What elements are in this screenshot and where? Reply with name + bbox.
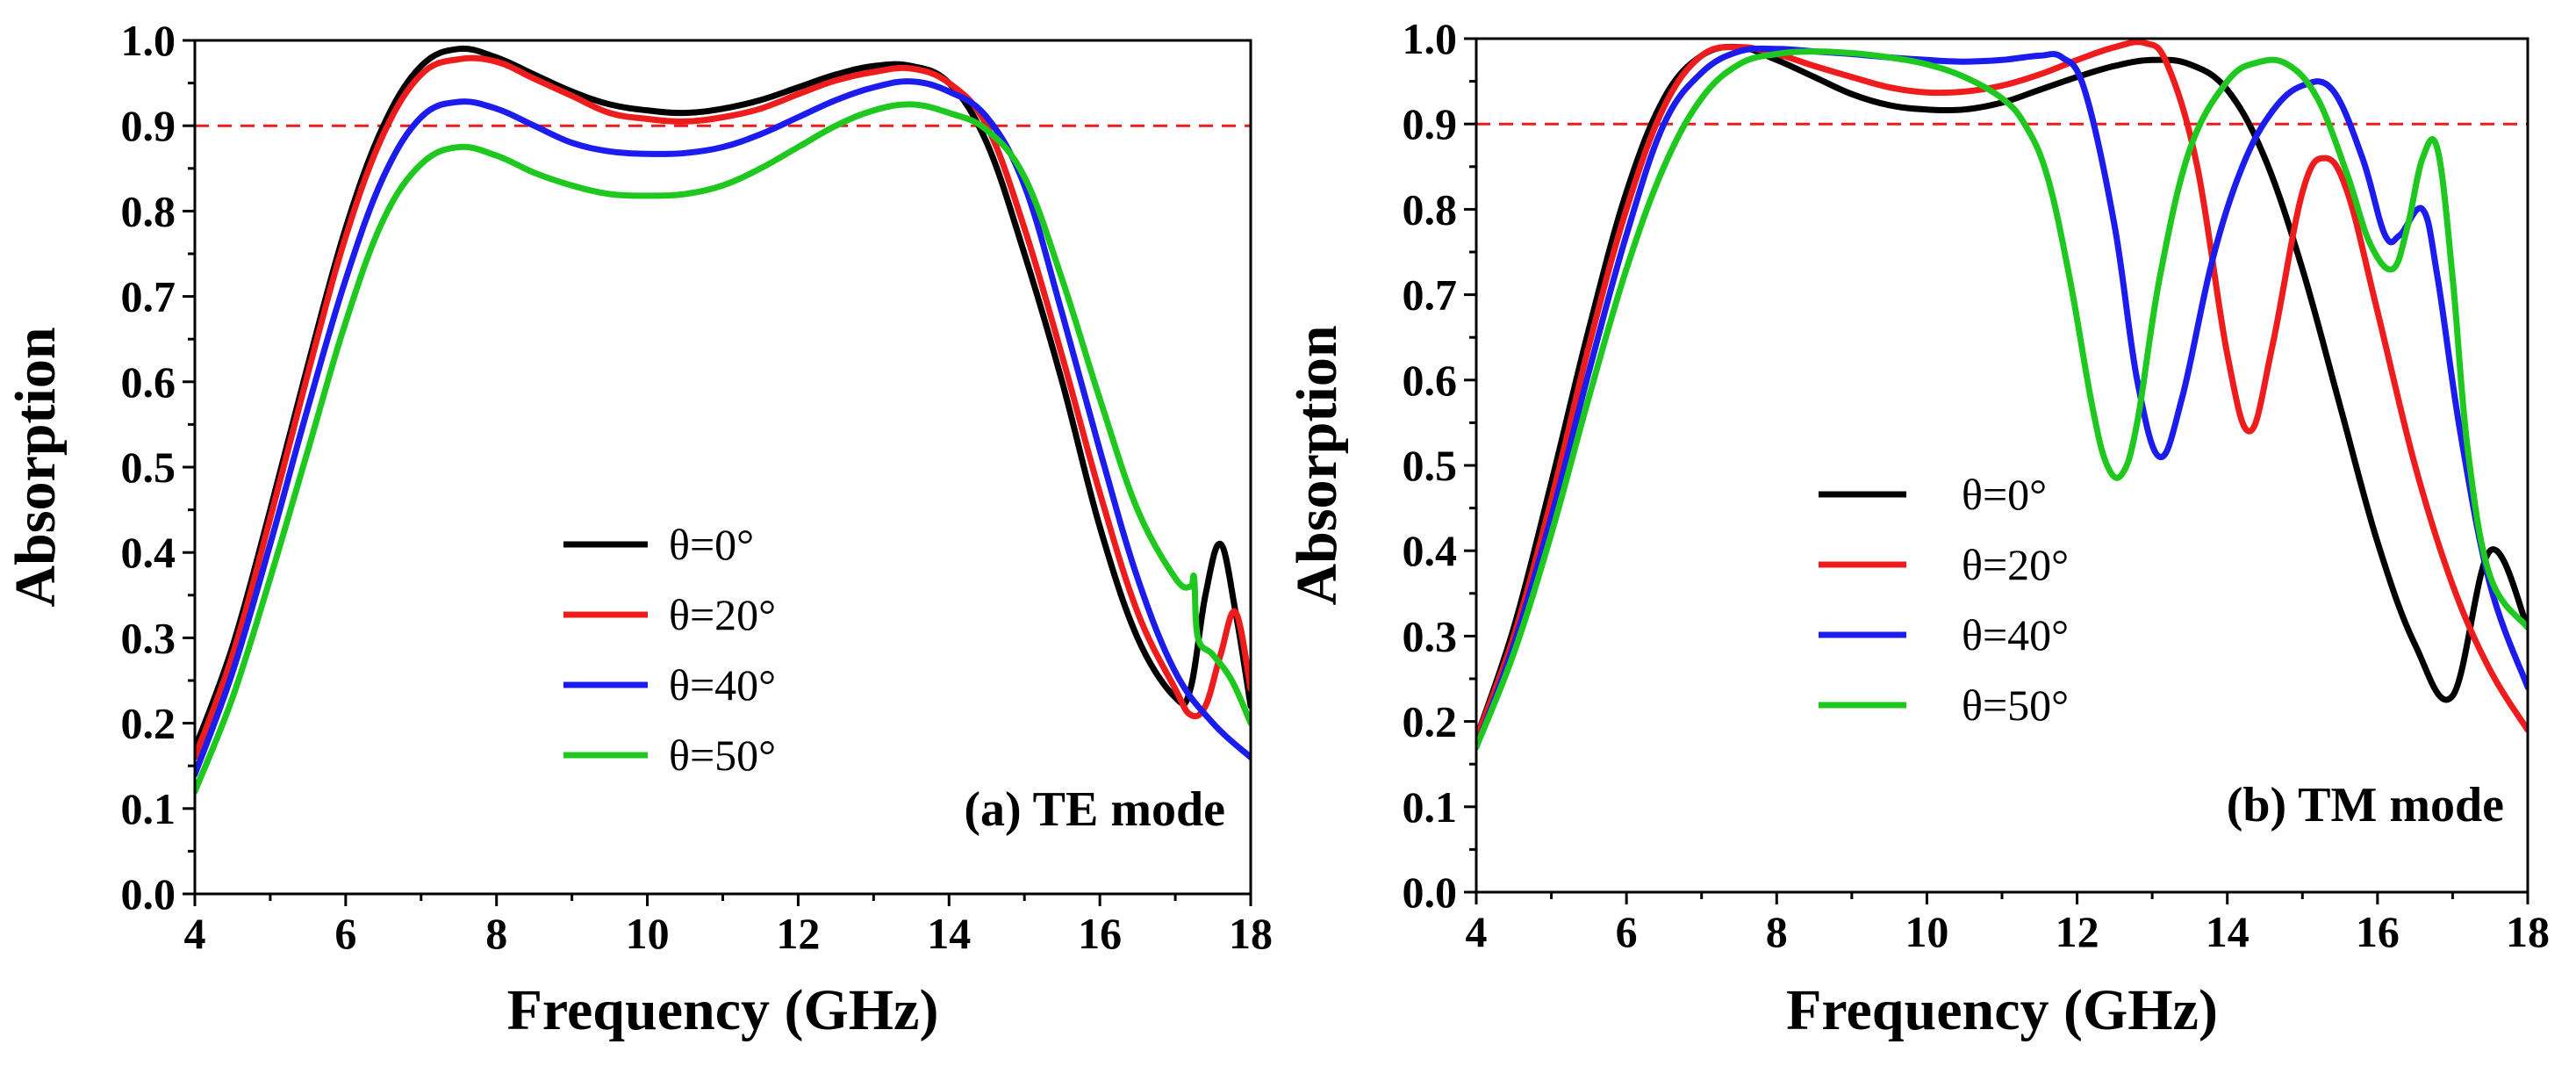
series-line-θ=50° (1476, 48, 2528, 751)
y-tick-label: 0.5 (1403, 441, 1458, 490)
y-tick-label: 0.7 (1403, 270, 1458, 320)
legend-label: θ=40° (669, 660, 776, 709)
x-tick-label: 16 (1078, 909, 1122, 958)
legend: θ=0° θ=20° θ=40° θ=50° (1819, 470, 2069, 730)
series-line-θ=50° (195, 101, 1251, 795)
legend-label: θ=20° (669, 590, 776, 639)
y-tick-label: 0.1 (1403, 782, 1458, 832)
x-tick-label: 10 (1905, 907, 1948, 956)
y-tick-label: 0.8 (1403, 184, 1458, 234)
x-tick-label: 18 (2506, 907, 2550, 956)
y-tick-label: 0.2 (1403, 697, 1458, 746)
series-line-θ=40° (1476, 45, 2528, 751)
y-tick-label: 0.6 (1403, 356, 1458, 405)
panel-annotation: (b) TM mode (2227, 778, 2504, 832)
y-tick-label: 0.9 (1403, 99, 1458, 148)
x-axis-title: Frequency (GHz) (507, 978, 939, 1042)
y-tick-label: 0.6 (121, 357, 176, 407)
y-axis-title: Absorption (4, 327, 68, 607)
legend: θ=0° θ=20° θ=40° θ=50° (563, 520, 776, 780)
series-line-θ=40° (195, 78, 1251, 778)
y-tick-label: 0.3 (1403, 611, 1458, 660)
y-tick-label: 0.7 (121, 272, 176, 321)
y-tick-label: 0.8 (121, 186, 176, 235)
x-tick-label: 6 (334, 909, 356, 958)
y-tick-label: 0.4 (121, 528, 176, 577)
chart-panel-a: 4 6 8 10 12 14 16 18 0.0 0.1 0.2 0.3 0.4 0.5 0.6 0.7 0.8… (4, 16, 1273, 1042)
legend-label: θ=50° (1962, 681, 2069, 730)
x-axis-title: Frequency (GHz) (1786, 978, 2218, 1042)
series-line-θ=20° (1476, 39, 2528, 742)
y-tick-label: 1.0 (121, 16, 176, 65)
y-tick-label: 0.0 (121, 869, 176, 918)
x-tick-label: 6 (1616, 907, 1638, 956)
y-tick-label: 0.4 (1403, 526, 1458, 575)
y-tick-label: 0.0 (1403, 868, 1458, 917)
chart-panel-b: 4 6 8 10 12 14 16 18 0.0 0.1 0.2 0.3 0.4 0.5 0.6 0.7 0.8… (1285, 14, 2550, 1042)
x-tick-label: 4 (1466, 907, 1488, 956)
x-tick-label: 12 (2056, 907, 2099, 956)
x-tick-label: 4 (184, 909, 206, 958)
legend-label: θ=40° (1962, 610, 2069, 659)
x-tick-label: 12 (776, 909, 820, 958)
series-line-θ=20° (195, 54, 1251, 760)
x-tick-label: 8 (485, 909, 507, 958)
y-tick-label: 1.0 (1403, 14, 1458, 63)
y-axis-title: Absorption (1285, 325, 1349, 605)
series-line-θ=0° (1476, 43, 2528, 742)
legend-label: θ=20° (1962, 540, 2069, 589)
legend-label: θ=0° (669, 520, 754, 569)
panel-annotation: (a) TE mode (964, 782, 1225, 837)
y-tick-label: 0.9 (121, 101, 176, 150)
x-tick-label: 8 (1766, 907, 1788, 956)
x-tick-label: 14 (2206, 907, 2250, 956)
legend-label: θ=50° (669, 731, 776, 780)
y-tick-label: 0.5 (121, 443, 176, 492)
x-tick-label: 16 (2356, 907, 2400, 956)
x-tick-label: 14 (927, 909, 971, 958)
y-tick-label: 0.2 (121, 699, 176, 748)
x-tick-label: 10 (626, 909, 670, 958)
y-tick-label: 0.3 (121, 613, 176, 662)
x-tick-label: 18 (1229, 909, 1273, 958)
legend-label: θ=0° (1962, 470, 2047, 519)
y-tick-label: 0.1 (121, 784, 176, 833)
